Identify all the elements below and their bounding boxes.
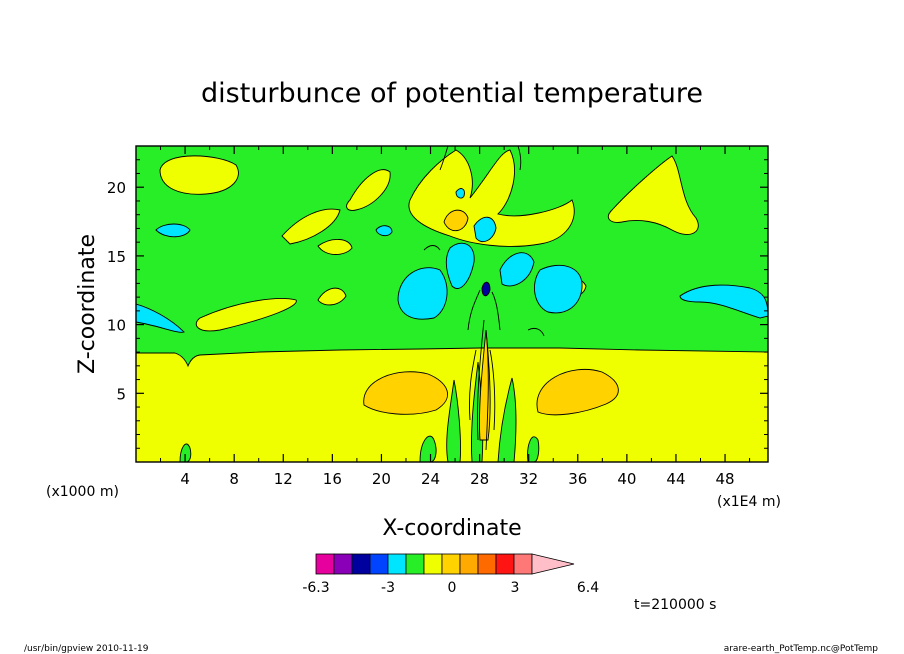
region-cyan-central-left [445,242,475,289]
footer-left: /usr/bin/gpview 2010-11-19 [24,644,149,654]
region-green-column-left [446,379,461,462]
region-darkblue-core [481,281,491,297]
region-cyan-central-upper [473,216,497,242]
chart-title: disturbunce of potential temperature [201,78,703,109]
region-yellow-wisp [317,287,347,306]
y-tick-label: 15 [107,248,126,266]
region-orange-upper [443,209,469,232]
colorbar-swatch [333,553,353,575]
region-green-base-left [419,435,437,462]
region-orange-lobe-right [536,368,619,416]
colorbar-swatch [495,553,515,575]
colorbar-swatch [351,553,371,575]
plot-frame [135,145,769,463]
region-green-column-right [497,377,517,462]
region-cyan-blob-right [375,225,393,237]
y-axis-unit: (x1000 m) [46,484,119,500]
colorbar-tick-label: 0 [448,580,457,596]
colorbar [315,553,575,575]
x-axis-label: X-coordinate [382,516,521,541]
x-tick-label: 28 [470,470,489,488]
x-tick-label: 20 [372,470,391,488]
x-tick-label: 4 [180,470,190,488]
y-tick-label: 20 [107,179,126,197]
x-axis-ticks: 4 8 12 16 20 24 28 32 36 40 44 48 [160,146,751,488]
region-yellow-blob-center-left [317,239,353,255]
colorbar-tick-label: 6.4 [577,580,599,596]
region-cyan-central-right [499,252,535,287]
time-label: t=210000 s [634,597,716,613]
x-tick-label: 36 [568,470,587,488]
colorbar-swatch [369,553,389,575]
colorbar-extend-arrow [531,553,575,575]
colorbar-swatch [477,553,497,575]
x-tick-label: 48 [716,470,735,488]
y-axis-label: Z-coordinate [75,234,100,374]
x-tick-label: 12 [274,470,293,488]
x-tick-label: 32 [519,470,538,488]
region-cyan-left-band [136,303,185,333]
plot-area [136,146,768,462]
region-yellow-band-left [195,298,297,332]
colorbar-swatch [513,553,533,575]
region-cyan-right-band [679,284,768,319]
x-tick-label: 8 [229,470,239,488]
region-yellow-arm-left [281,208,341,245]
colorbar-swatch [315,553,335,575]
y-axis-ticks: 5 10 15 20 [107,159,768,449]
colorbar-tick-label: -6.3 [302,580,329,596]
colorbar-swatch [459,553,479,575]
colorbar-swatch [441,553,461,575]
colorbar-tick-label: 3 [511,580,520,596]
x-tick-label: 16 [323,470,342,488]
contour-streaks [423,146,545,451]
region-cyan-blob-left [155,223,191,238]
y-tick-label: 10 [107,317,126,335]
colorbar-swatch [405,553,425,575]
x-axis-unit: (x1E4 m) [717,494,781,510]
region-orange-lobe-left [363,371,448,415]
colorbar-swatch [387,553,407,575]
colorbar-tick-labels: -6.3 -3 0 3 6.4 [302,580,599,596]
x-tick-label: 40 [617,470,636,488]
colorbar-swatch [423,553,443,575]
footer-right: arare-earth_PotTemp.nc@PotTemp [724,644,879,654]
x-tick-label: 24 [421,470,440,488]
region-green-base-right [527,436,540,462]
y-tick-label: 5 [116,385,126,403]
region-yellow-upper-right [608,155,699,235]
region-yellow-upper-left [159,155,239,195]
region-cyan-center-right [533,264,583,314]
x-tick-label: 44 [666,470,685,488]
region-yellow-upper-center-left [346,169,391,211]
colorbar-tick-label: -3 [381,580,395,596]
region-cyan-small-upper [455,188,465,199]
region-cyan-center-left [397,267,448,320]
